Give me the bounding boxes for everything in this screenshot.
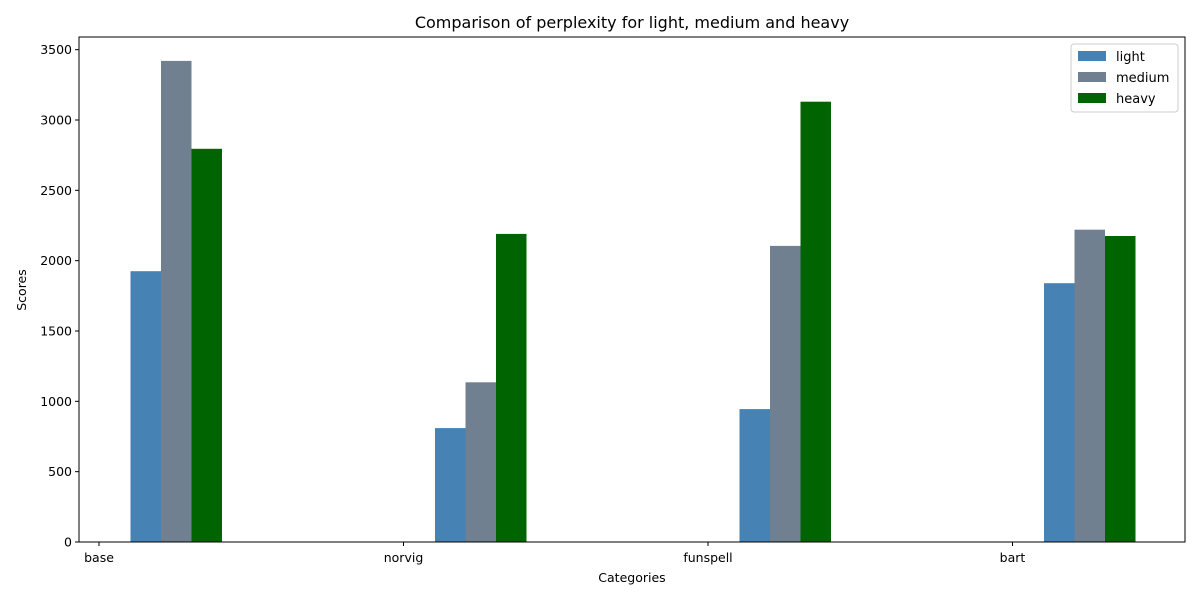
legend-label-heavy: heavy <box>1116 92 1156 107</box>
y-tick-label: 2000 <box>40 253 72 268</box>
x-tick-label: norvig <box>384 550 424 565</box>
y-tick-label: 500 <box>48 464 72 479</box>
y-tick-label: 1500 <box>40 323 72 338</box>
bar-heavy-funspell <box>800 101 831 542</box>
legend-label-medium: medium <box>1116 71 1169 86</box>
chart-title: Comparison of perplexity for light, medi… <box>415 13 849 32</box>
bars-group <box>130 60 1136 543</box>
y-tick-label: 3000 <box>40 112 72 127</box>
bar-heavy-norvig <box>496 233 527 542</box>
y-tick-label: 0 <box>64 535 72 550</box>
bar-heavy-base <box>191 148 222 543</box>
bar-light-bart <box>1044 283 1075 542</box>
bar-medium-base <box>161 60 192 543</box>
bar-light-base <box>130 271 161 542</box>
bar-medium-bart <box>1074 229 1105 542</box>
y-tick-label: 3500 <box>40 42 72 57</box>
x-tick-label: bart <box>1000 550 1026 565</box>
y-axis: 0 500 1000 1500 2000 2500 3000 3500 <box>40 42 79 550</box>
x-tick-label: funspell <box>683 550 732 565</box>
legend-swatch-light <box>1078 51 1106 61</box>
x-axis: base norvig funspell bart <box>84 542 1025 565</box>
bar-light-funspell <box>739 409 770 542</box>
legend-label-light: light <box>1116 50 1145 65</box>
y-tick-label: 1000 <box>40 394 72 409</box>
plot-frame <box>78 36 1186 543</box>
legend-swatch-medium <box>1078 72 1106 82</box>
y-axis-label: Scores <box>14 269 29 311</box>
bar-light-norvig <box>435 428 466 542</box>
y-tick-label: 2500 <box>40 183 72 198</box>
bar-medium-norvig <box>465 382 496 542</box>
x-tick-label: base <box>84 550 114 565</box>
x-axis-label: Categories <box>598 570 665 585</box>
bar-heavy-bart <box>1105 236 1136 542</box>
legend: light medium heavy <box>1070 43 1179 113</box>
legend-swatch-heavy <box>1078 93 1106 103</box>
bar-medium-funspell <box>770 245 801 542</box>
